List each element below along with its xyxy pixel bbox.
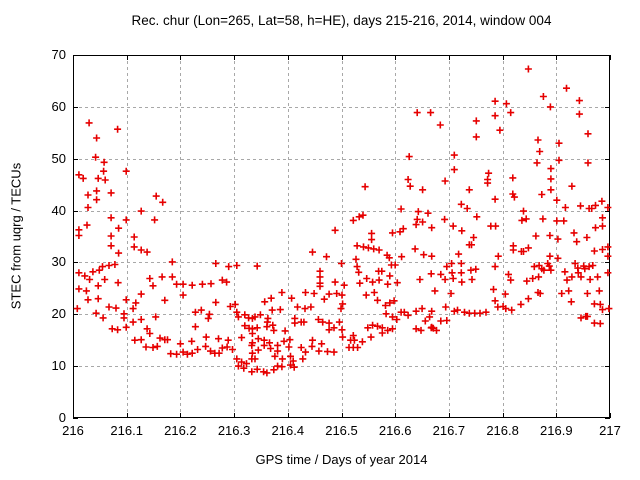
x-tick-label: 217 — [599, 423, 621, 438]
x-tick-label: 216.1 — [110, 423, 143, 438]
y-tick-label: 0 — [58, 410, 66, 425]
x-tick-label: 216 — [62, 423, 84, 438]
scatter-points — [73, 65, 613, 377]
axis-ticks — [73, 55, 611, 419]
x-tick-label: 216.8 — [486, 423, 519, 438]
plot-frame — [73, 55, 610, 418]
x-tick-label: 216.5 — [325, 423, 358, 438]
y-tick-label: 60 — [51, 98, 66, 114]
gridlines — [73, 55, 610, 418]
chart-title: Rec. chur (Lon=265, Lat=58, h=HE), days … — [131, 13, 552, 28]
x-tick-label: 216.2 — [164, 423, 197, 438]
x-tick-label: 216.3 — [217, 423, 251, 438]
x-tick-label: 216.9 — [540, 423, 573, 438]
y-axis-label: STEC from uqrg / TECUs — [8, 162, 24, 310]
x-tick-label: 216.7 — [432, 423, 466, 438]
y-tick-label: 10 — [51, 358, 66, 374]
x-tick-label: 216.4 — [271, 423, 305, 438]
plot-area — [73, 55, 613, 419]
y-tick-label: 30 — [51, 254, 66, 270]
y-tick-label: 70 — [51, 47, 66, 62]
y-tick-label: 50 — [51, 150, 66, 166]
y-tick-label: 20 — [51, 306, 66, 322]
y-tick-label: 40 — [51, 202, 66, 218]
x-tick-label: 216.6 — [378, 423, 412, 438]
x-axis-label: GPS time / Days of year 2014 — [255, 452, 428, 467]
plot-canvas — [73, 55, 613, 419]
